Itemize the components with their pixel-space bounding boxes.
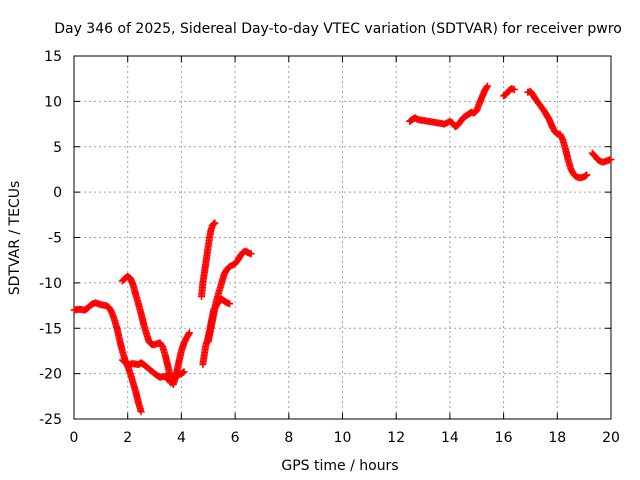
data-point bbox=[583, 171, 591, 179]
data-point bbox=[211, 219, 219, 227]
series-track-c bbox=[118, 273, 193, 389]
x-tick-label: 10 bbox=[334, 430, 352, 446]
data-point bbox=[137, 408, 145, 416]
y-axis-label: SDTVAR / TECUs bbox=[7, 181, 23, 296]
x-axis-label: GPS time / hours bbox=[281, 458, 398, 474]
x-tick-label: 20 bbox=[602, 430, 620, 446]
y-tick-label: 15 bbox=[44, 49, 62, 65]
x-tick-labels: 0 2 4 6 8 10 12 14 16 18 20 bbox=[70, 430, 620, 446]
y-tick-label: -5 bbox=[48, 231, 62, 247]
x-tick-label: 12 bbox=[387, 430, 405, 446]
axis-ticks bbox=[73, 55, 612, 420]
series-track-j bbox=[588, 149, 615, 166]
y-tick-label: -20 bbox=[39, 367, 62, 383]
series-track-e bbox=[198, 219, 219, 300]
x-tick-label: 4 bbox=[177, 430, 186, 446]
series-track-h bbox=[500, 85, 518, 100]
x-tick-label: 16 bbox=[495, 430, 513, 446]
y-tick-label: 5 bbox=[53, 140, 62, 156]
series-track-f bbox=[204, 247, 255, 346]
x-tick-label: 14 bbox=[441, 430, 459, 446]
x-tick-label: 8 bbox=[284, 430, 293, 446]
data-point bbox=[247, 250, 255, 258]
plot-frame bbox=[73, 55, 612, 420]
series-track-g bbox=[406, 82, 491, 131]
y-tick-label: -25 bbox=[39, 412, 62, 428]
data-point bbox=[226, 300, 234, 308]
grid bbox=[74, 56, 611, 419]
y-tick-label: -15 bbox=[39, 321, 62, 337]
y-tick-label: 0 bbox=[53, 185, 62, 201]
y-tick-label: 10 bbox=[44, 94, 62, 110]
chart-title: Day 346 of 2025, Sidereal Day-to-day VTE… bbox=[54, 21, 622, 37]
x-tick-label: 0 bbox=[70, 430, 79, 446]
x-tick-label: 6 bbox=[231, 430, 240, 446]
series-track-i bbox=[524, 87, 591, 182]
data-point bbox=[607, 155, 615, 163]
data-point bbox=[185, 329, 193, 337]
data-point bbox=[483, 82, 491, 90]
y-tick-label: -10 bbox=[39, 276, 62, 292]
y-tick-labels: -25 -20 -15 -10 -5 0 5 10 15 bbox=[39, 49, 62, 428]
x-tick-label: 2 bbox=[123, 430, 132, 446]
data-point bbox=[510, 86, 518, 94]
data-point bbox=[180, 368, 188, 376]
x-tick-label: 18 bbox=[548, 430, 566, 446]
data-markers bbox=[70, 82, 615, 416]
